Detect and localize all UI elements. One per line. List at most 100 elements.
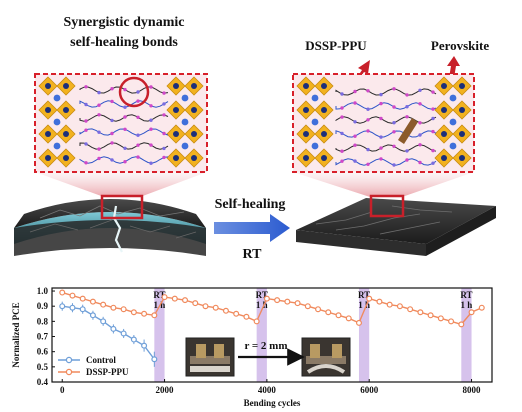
- right-bead: [366, 147, 370, 152]
- dssp-ppu-point: [294, 300, 301, 307]
- inset-photo-bent-sample: [306, 364, 346, 374]
- rt-band-2: [256, 288, 267, 382]
- dssp-ppu-point: [478, 304, 485, 311]
- right-bead: [366, 107, 370, 111]
- left-chain: [79, 142, 169, 150]
- x-tick-label-1: 2000: [156, 385, 175, 395]
- dssp-ppu-point: [161, 294, 168, 301]
- control-point: [130, 336, 137, 343]
- left-zoom-box: [100, 194, 144, 220]
- crack-line: [112, 205, 123, 253]
- dssp-ppu-point: [192, 300, 199, 307]
- rt-band-duration-4: 1 h: [461, 300, 473, 310]
- dssp-ppu-point: [448, 318, 455, 325]
- rt-band-duration-2: 1 h: [256, 300, 268, 310]
- left-bead: [123, 127, 127, 131]
- left-lattice-cation: [53, 94, 61, 102]
- arrow-label-rt: RT: [243, 247, 263, 262]
- left-bead: [97, 103, 101, 107]
- right-bead: [418, 160, 422, 165]
- left-bead: [84, 85, 88, 89]
- rt-band-label-2: RT: [256, 290, 268, 300]
- right-bead: [353, 159, 357, 163]
- inset-photo-bent-bolt-left: [310, 344, 320, 358]
- dssp-ppu-point: [468, 309, 475, 316]
- dssp-ppu-point: [263, 295, 270, 302]
- right-bead: [340, 92, 344, 96]
- right-bead: [431, 116, 435, 121]
- left-zoom-funnel: [35, 172, 207, 197]
- dssp-ppu-point: [171, 295, 178, 302]
- label-perovskite: Perovskite: [431, 38, 489, 53]
- right-lattice-cation: [311, 118, 319, 126]
- left-bead: [136, 99, 140, 103]
- right-lattice-octahedron-center: [459, 155, 465, 161]
- rt-band-duration-3: 1 h: [358, 300, 370, 310]
- rt-band-4: [461, 288, 472, 382]
- right-bead: [379, 157, 383, 161]
- control-point: [59, 303, 66, 310]
- left-lattice-octahedron-center: [63, 83, 69, 89]
- right-lattice-octahedron-center: [321, 83, 327, 89]
- left-bead: [149, 118, 153, 122]
- right-bead: [405, 149, 409, 153]
- right-lattice-octahedron-center: [303, 107, 309, 113]
- left-bead: [162, 91, 166, 95]
- dssp-ppu-point: [222, 307, 229, 314]
- left-bead: [149, 104, 153, 108]
- legend-dssp-marker: [65, 368, 73, 376]
- dssp-ppu-point: [376, 298, 383, 305]
- dssp-ppu-point: [212, 304, 219, 311]
- dssp-ppu-point: [151, 312, 158, 319]
- legend-control-marker: [65, 356, 73, 364]
- left-bead: [97, 130, 101, 134]
- left-perovskite-lattice: [38, 76, 204, 168]
- left-lattice-octahedron-center: [173, 155, 179, 161]
- inset-photo-flat-bolt-left: [196, 344, 206, 358]
- right-bead: [431, 161, 435, 165]
- left-lattice-cation: [53, 142, 61, 150]
- left-bead: [123, 146, 127, 150]
- right-lattice-cation: [311, 142, 319, 150]
- right-bead: [418, 143, 422, 147]
- right-lattice-octahedron-center: [441, 107, 447, 113]
- right-bead: [379, 146, 383, 150]
- data-series: [59, 289, 485, 367]
- left-lattice-octahedron-center: [191, 83, 197, 89]
- dssp-ppu-point: [243, 313, 250, 320]
- left-polymer-chains: [79, 85, 169, 165]
- left-bead: [110, 118, 114, 123]
- right-bead: [379, 135, 383, 139]
- left-lattice-octahedron-center: [191, 131, 197, 137]
- dssp-ppu-point: [407, 306, 414, 313]
- left-lattice-cation: [53, 118, 61, 126]
- dssp-ppu-point: [345, 315, 352, 322]
- left-lattice-cation: [181, 94, 189, 102]
- right-bead: [379, 92, 383, 97]
- healed-film-surface: [296, 198, 496, 244]
- right-lattice-octahedron-center: [303, 131, 309, 137]
- inset-photo-bent-bolt-right: [332, 344, 342, 358]
- legend-control-label: Control: [86, 355, 116, 365]
- dssp-ppu-point: [69, 292, 76, 299]
- left-lattice-cation: [181, 142, 189, 150]
- right-bead: [392, 163, 396, 167]
- left-bead: [136, 115, 140, 120]
- left-bead: [84, 128, 88, 132]
- left-bead: [123, 115, 127, 119]
- dssp-ppu-point: [386, 301, 393, 308]
- dssp-ppu-point: [233, 310, 240, 317]
- left-bead: [123, 87, 127, 92]
- right-bead: [431, 148, 435, 153]
- right-lattice-octahedron-center: [321, 131, 327, 137]
- right-lattice-octahedron-center: [321, 155, 327, 161]
- left-bead: [97, 156, 101, 161]
- cracked-film: [14, 194, 206, 256]
- left-bead: [162, 102, 166, 106]
- right-perovskite-lattice: [296, 76, 472, 168]
- rt-band-label-4: RT: [460, 290, 472, 300]
- right-bead: [366, 162, 370, 166]
- healed-bond-segment: [398, 118, 418, 144]
- left-bead: [136, 133, 140, 137]
